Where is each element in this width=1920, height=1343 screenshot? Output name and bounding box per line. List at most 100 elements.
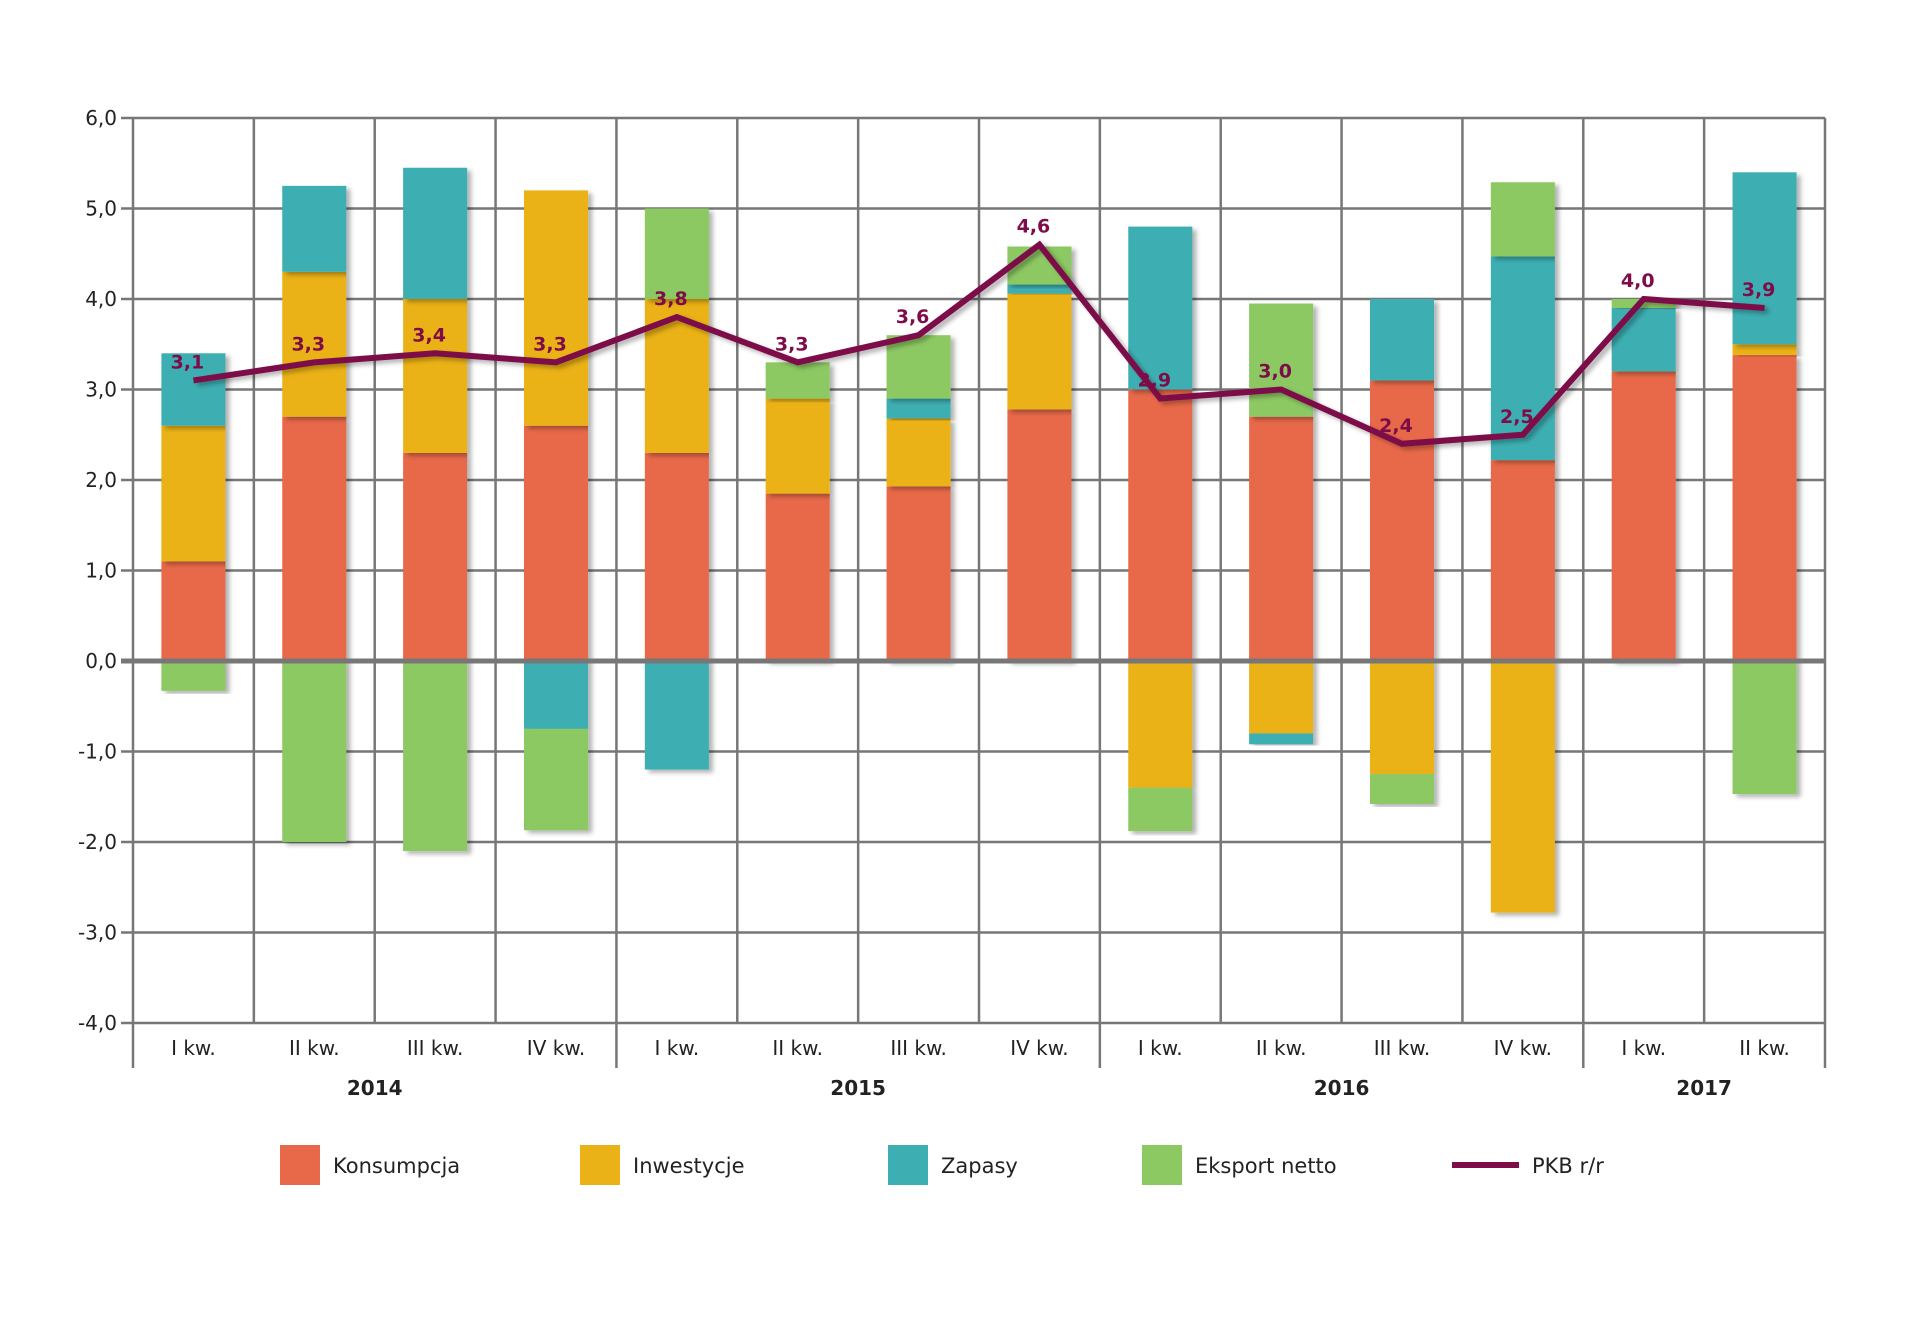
legend-label: Zapasy <box>941 1154 1018 1178</box>
legend-label: Eksport netto <box>1195 1154 1337 1178</box>
bar-segment-inwestycje <box>1369 661 1435 775</box>
bar-segment-inwestycje <box>765 398 830 494</box>
bar-segment-eksport-netto <box>1128 787 1193 832</box>
pkb-data-label: 3,1 <box>171 351 205 373</box>
bar-segment-konsumpcja <box>1611 371 1676 661</box>
bar-segment-konsumpcja <box>1249 416 1314 661</box>
bar-segment-konsumpcja <box>403 452 468 661</box>
bar-segment-eksport-netto <box>1611 299 1676 309</box>
bar-segment-inwestycje <box>282 271 347 417</box>
category-label: I kw. <box>654 1036 699 1060</box>
category-label: III kw. <box>1374 1036 1431 1060</box>
pkb-data-label: 3,3 <box>291 333 325 355</box>
bar-segment-konsumpcja <box>282 416 347 661</box>
year-label: 2015 <box>830 1076 886 1100</box>
pkb-data-label: 2,5 <box>1500 406 1534 428</box>
category-label: IV kw. <box>1494 1036 1552 1060</box>
pkb-data-label: 3,4 <box>412 324 446 346</box>
bar-segment-eksport-netto <box>161 661 226 691</box>
y-tick-label: 3,0 <box>85 378 117 402</box>
bar-segment-zapasy <box>1490 256 1555 461</box>
y-tick-label: -3,0 <box>78 921 117 945</box>
bar-segment-eksport-netto <box>1490 182 1555 257</box>
bar-segment-eksport-netto <box>403 661 468 852</box>
bar-segment-inwestycje <box>886 418 951 487</box>
bar-segment-eksport-netto <box>1732 661 1797 795</box>
year-label: 2014 <box>347 1076 403 1100</box>
pkb-data-label: 3,3 <box>775 333 809 355</box>
pkb-data-label: 4,6 <box>1017 216 1051 238</box>
bar-segment-zapasy <box>1128 226 1193 390</box>
pkb-data-label: 2,4 <box>1379 415 1413 437</box>
bar-segment-konsumpcja <box>1732 355 1797 661</box>
bar-segment-eksport-netto <box>644 208 709 299</box>
category-label: IV kw. <box>527 1036 585 1060</box>
bar-segment-zapasy <box>1611 308 1676 372</box>
y-tick-label: -2,0 <box>78 830 117 854</box>
y-tick-label: 2,0 <box>85 468 117 492</box>
bar-segment-zapasy <box>1369 299 1435 381</box>
category-label: I kw. <box>1138 1036 1183 1060</box>
pkb-data-label: 3,0 <box>1258 361 1292 383</box>
bar-segment-eksport-netto <box>765 362 830 399</box>
bar-segment-zapasy <box>886 398 951 419</box>
legend-label: PKB r/r <box>1532 1154 1604 1178</box>
bar-segment-inwestycje <box>1732 344 1797 356</box>
bar-segment-inwestycje <box>161 425 226 562</box>
y-tick-label: -1,0 <box>78 740 117 764</box>
year-label: 2017 <box>1676 1076 1732 1100</box>
bar-segment-zapasy <box>1249 733 1314 745</box>
bar-segment-konsumpcja <box>1007 409 1072 661</box>
bar-segment-konsumpcja <box>523 425 589 661</box>
pkb-data-label: 4,0 <box>1621 270 1655 292</box>
bar-segment-zapasy <box>403 167 468 299</box>
y-tick-label: 0,0 <box>85 649 117 673</box>
bar-segment-zapasy <box>644 661 709 770</box>
bar-segment-konsumpcja <box>765 493 830 661</box>
bar-segment-zapasy <box>161 353 226 426</box>
bar-segment-inwestycje <box>403 299 468 453</box>
bar-segment-inwestycje <box>1128 661 1193 788</box>
category-label: III kw. <box>407 1036 464 1060</box>
category-label: II kw. <box>1739 1036 1790 1060</box>
category-label: IV kw. <box>1010 1036 1068 1060</box>
bar-segment-zapasy <box>523 661 589 729</box>
y-tick-label: 6,0 <box>85 106 117 130</box>
pkb-data-label: 2,9 <box>1137 370 1171 392</box>
pkb-data-label: 3,3 <box>533 333 567 355</box>
bar-segment-konsumpcja <box>1128 389 1193 661</box>
pkb-data-label: 3,8 <box>654 288 688 310</box>
pkb-data-label: 3,6 <box>896 306 930 328</box>
bar-segment-inwestycje <box>1007 293 1072 410</box>
legend-label: Inwestycje <box>633 1154 745 1178</box>
bar-segment-inwestycje <box>1249 661 1314 734</box>
category-label: III kw. <box>890 1036 947 1060</box>
bar-segment-eksport-netto <box>1369 774 1435 804</box>
bar-segment-eksport-netto <box>886 335 951 399</box>
y-tick-label: 1,0 <box>85 559 117 583</box>
category-label: II kw. <box>772 1036 823 1060</box>
y-tick-label: -4,0 <box>78 1011 117 1035</box>
bar-segment-eksport-netto <box>1007 246 1072 285</box>
legend-swatch-zapasy <box>888 1145 928 1185</box>
bar-segment-zapasy <box>1732 172 1797 345</box>
bar-segment-eksport-netto <box>282 661 347 842</box>
pkb-line <box>192 240 1765 447</box>
legend-label: Konsumpcja <box>333 1154 460 1178</box>
bar-segment-konsumpcja <box>886 486 951 661</box>
bar-segment-zapasy <box>282 185 347 272</box>
bar-segment-inwestycje <box>523 190 589 426</box>
category-label: I kw. <box>1621 1036 1666 1060</box>
y-tick-label: 4,0 <box>85 287 117 311</box>
legend-swatch-inwestycje <box>580 1145 620 1185</box>
y-tick-label: 5,0 <box>85 197 117 221</box>
bar-segment-konsumpcja <box>644 452 709 661</box>
year-label: 2016 <box>1314 1076 1370 1100</box>
bar-segment-inwestycje <box>644 299 709 453</box>
bar-segment-konsumpcja <box>1490 460 1555 661</box>
legend-swatch-konsumpcja <box>280 1145 320 1185</box>
pkb-data-label: 3,9 <box>1742 279 1776 301</box>
legend-swatch-eksport-netto <box>1142 1145 1182 1185</box>
category-label: II kw. <box>289 1036 340 1060</box>
